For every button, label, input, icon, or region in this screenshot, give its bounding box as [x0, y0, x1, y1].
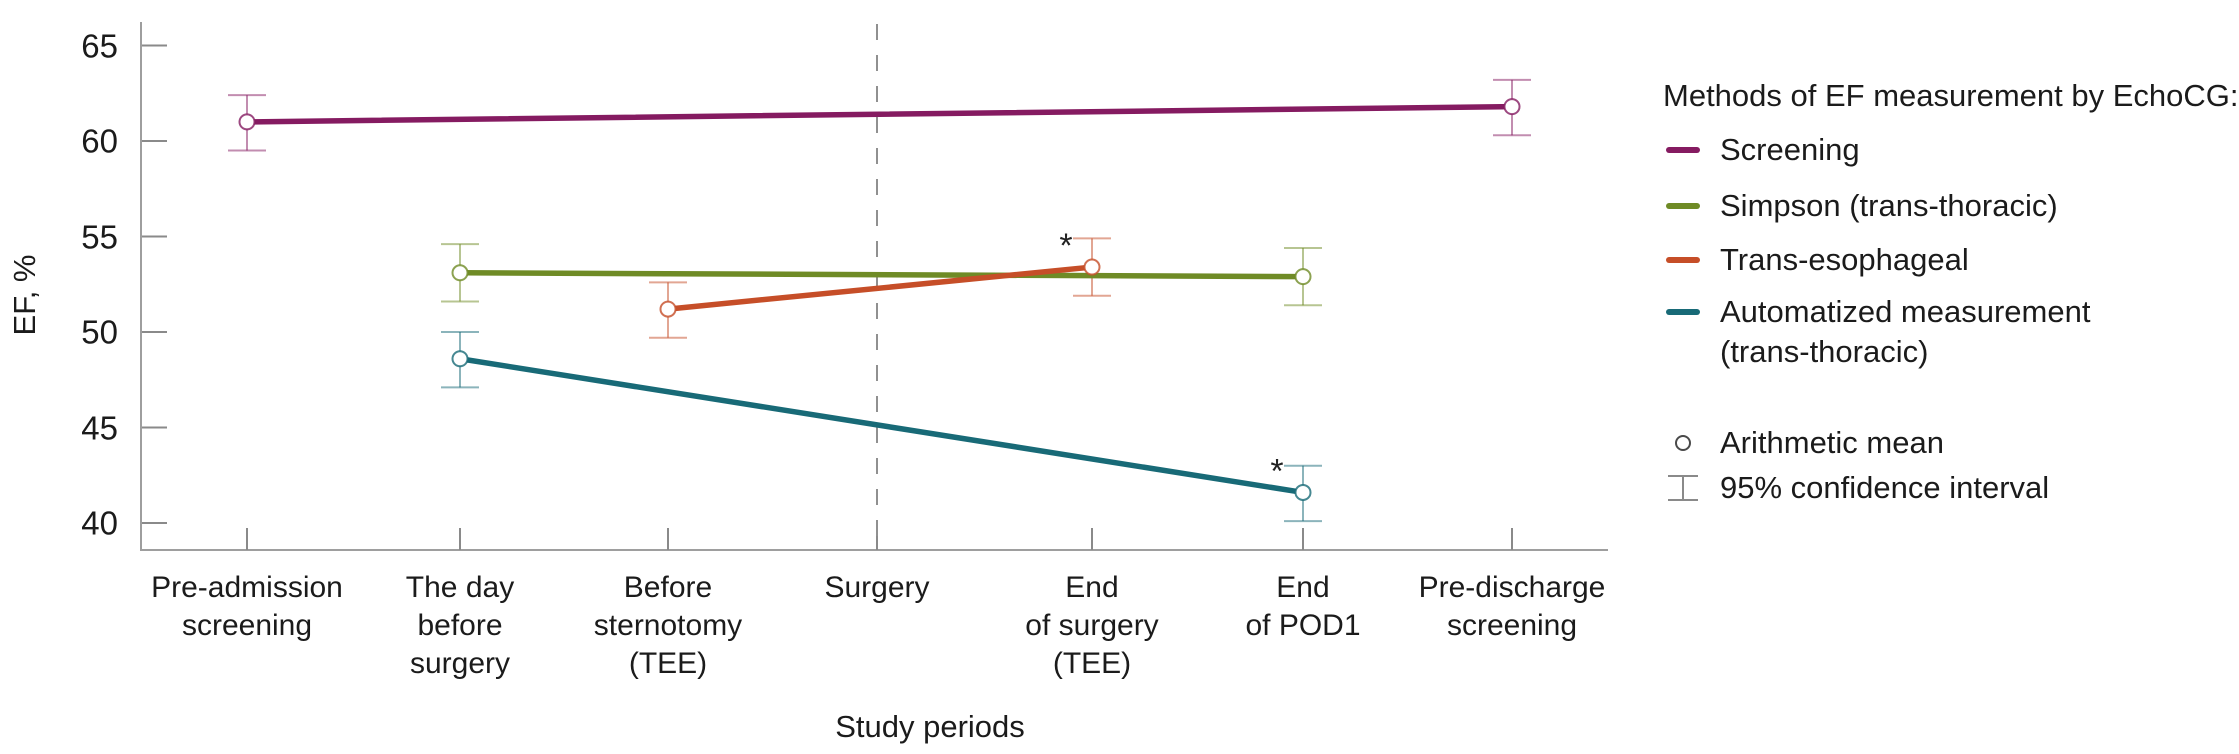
series-line-simpson-trans-thoracic [457, 270, 1306, 280]
confidence-interval-icon [1666, 474, 1700, 502]
legend-item-automatized: Automatized measurement (trans-thoracic) [1663, 292, 2090, 372]
screening-line-swatch [1666, 147, 1700, 153]
x-axis-label: End of surgery (TEE) [1025, 571, 1159, 680]
legend-item-label: Simpson (trans-thoracic) [1720, 188, 2058, 223]
y-tick-label: 60 [81, 122, 118, 160]
legend-item-trans-esophageal: Trans-esophageal [1663, 240, 1969, 280]
series-line-screening [244, 103, 1515, 125]
mean-marker [238, 113, 256, 131]
y-tick-label: 45 [81, 409, 118, 446]
mean-marker [1294, 483, 1312, 501]
mean-marker [451, 264, 469, 282]
automatized-line-swatch [1666, 309, 1700, 315]
y-axis-title: EF, % [7, 254, 42, 336]
series-line-automatized-trans-thoracic [457, 355, 1306, 496]
y-tick-label: 40 [81, 504, 118, 542]
legend-item-label: 95% confidence interval [1720, 470, 2050, 505]
significance-asterisk: * [1270, 452, 1283, 490]
x-axis-label: Before sternotomy (TEE) [593, 571, 743, 680]
y-tick-label: 65 [81, 27, 118, 64]
x-axis-label: Pre-discharge screening [1418, 571, 1606, 642]
legend-title: Methods of EF measurement by EchoCG: [1663, 78, 2239, 113]
y-tick-label: 50 [81, 313, 118, 351]
mean-marker [659, 300, 677, 318]
simpson-line-swatch [1666, 203, 1700, 209]
x-axis-label: End of POD1 [1245, 571, 1361, 642]
series-line-trans-esophageal [665, 264, 1095, 312]
legend-item-screening: Screening [1663, 130, 1860, 170]
legend-item-label: Automatized measurement (trans-thoracic) [1720, 294, 2091, 369]
legend-item-simpson: Simpson (trans-thoracic) [1663, 186, 2058, 226]
mean-marker [451, 350, 469, 368]
legend-item-label: Trans-esophageal [1720, 242, 1969, 277]
mean-marker [1083, 258, 1101, 276]
y-tick-label: 55 [81, 218, 118, 255]
significance-asterisk: * [1059, 227, 1072, 265]
legend-item-label: Screening [1720, 132, 1860, 167]
x-axis-label: Pre-admission screening [151, 571, 343, 642]
mean-marker-icon [1666, 429, 1700, 457]
mean-marker [1294, 268, 1312, 286]
x-axis-title: Study periods [835, 709, 1025, 744]
legend-item-label: Arithmetic mean [1720, 425, 1944, 460]
legend-item-confidence-interval: 95% confidence interval [1663, 468, 2049, 508]
mean-marker [1503, 98, 1521, 116]
legend-item-arithmetic-mean: Arithmetic mean [1663, 423, 1944, 463]
trans-esophageal-line-swatch [1666, 257, 1700, 263]
x-axis-label: Surgery [824, 571, 930, 604]
x-axis-label: The day before surgery [405, 571, 515, 680]
